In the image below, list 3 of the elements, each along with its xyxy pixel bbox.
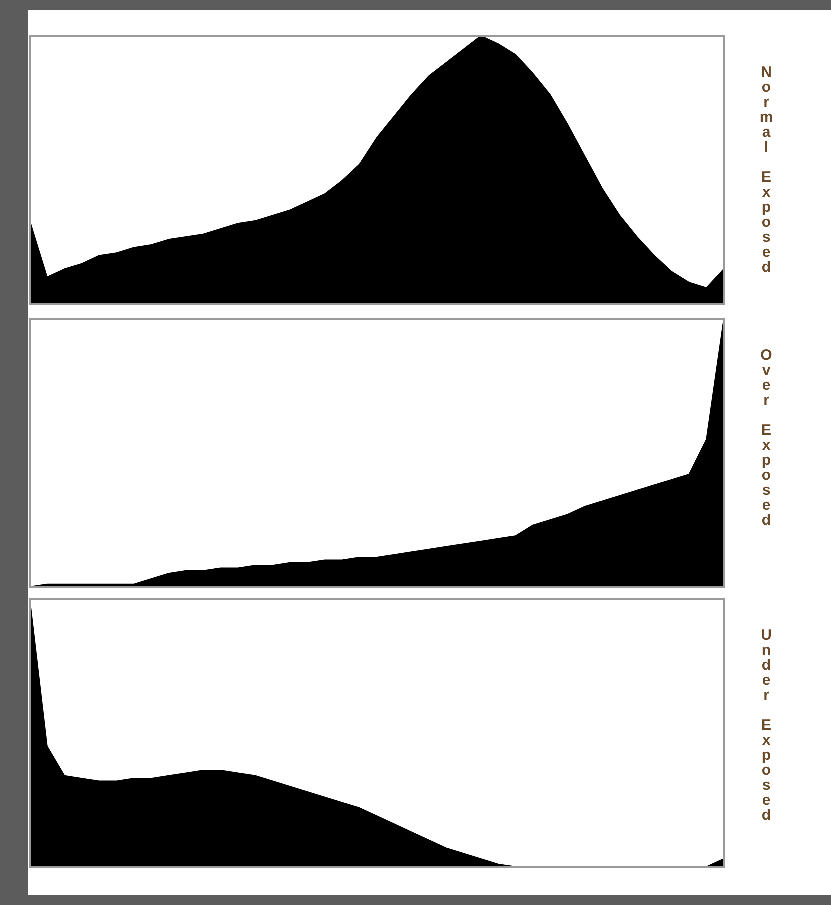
y2-axis-title: Over Exposed bbox=[757, 347, 776, 527]
y2-axis-title: Under Exposed bbox=[757, 627, 776, 822]
y2-axis-title: Normal Exposed bbox=[757, 64, 776, 274]
